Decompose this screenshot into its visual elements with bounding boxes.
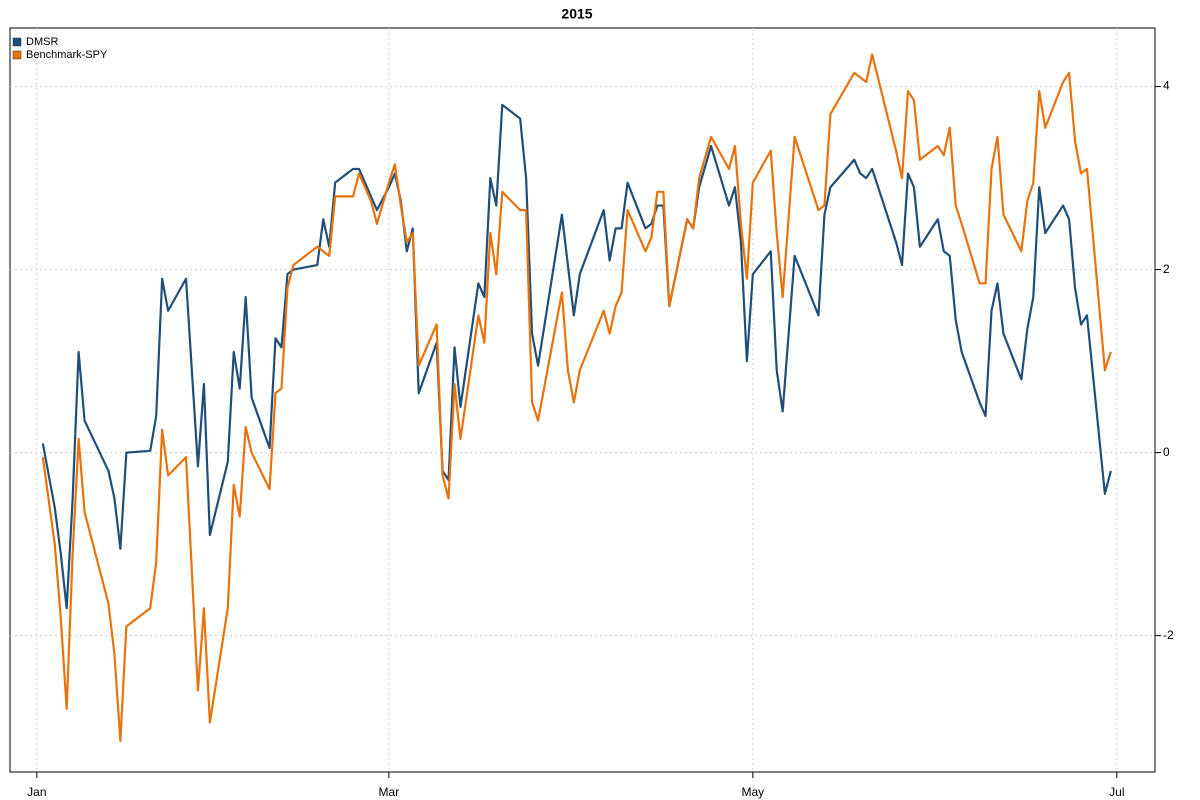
legend-swatch (12, 37, 22, 47)
legend-label: DMSR (26, 36, 58, 48)
legend-swatch (12, 50, 22, 60)
x-tick-label: Mar (379, 785, 400, 799)
chart-title: 2015 (561, 6, 592, 22)
y-tick-label: -2 (1163, 628, 1174, 642)
y-tick-label: 2 (1163, 262, 1170, 276)
x-tick-label: Jan (27, 785, 46, 799)
x-tick-label: May (742, 785, 765, 799)
legend-label: Benchmark-SPY (26, 49, 108, 61)
series-line (41, 53, 1112, 742)
x-tick-label: Jul (1109, 785, 1124, 799)
plot-frame (9, 27, 1156, 773)
y-tick-label: 4 (1163, 79, 1170, 93)
series-line (41, 103, 1112, 610)
y-tick-label: 0 (1163, 445, 1170, 459)
